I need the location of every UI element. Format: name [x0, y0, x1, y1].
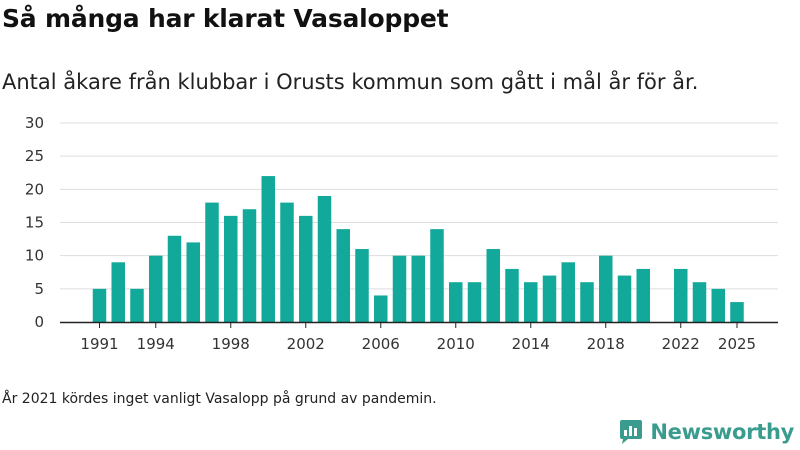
- y-tick-label: 25: [25, 147, 44, 165]
- brand-name: Newsworthy: [650, 420, 794, 444]
- bar: [317, 195, 332, 322]
- y-tick-label: 5: [34, 280, 44, 298]
- bar: [599, 255, 613, 322]
- bar: [542, 275, 557, 322]
- bar: [224, 215, 238, 322]
- bar: [242, 209, 257, 322]
- y-tick-label: 15: [25, 214, 44, 232]
- x-tick-label: 2002: [287, 335, 325, 353]
- bar: [186, 242, 200, 322]
- bar: [149, 255, 163, 322]
- x-tick-label: 2025: [718, 335, 756, 353]
- bar: [524, 282, 538, 322]
- y-tick-label: 10: [25, 247, 44, 265]
- bar: [467, 282, 482, 322]
- x-tick-label: 1994: [137, 335, 175, 353]
- bar: [336, 229, 350, 322]
- x-tick-label: 2006: [362, 335, 400, 353]
- x-tick-label: 2022: [662, 335, 700, 353]
- y-tick-label: 20: [25, 180, 44, 198]
- bar: [711, 288, 725, 322]
- footnote: År 2021 kördes inget vanligt Vasalopp på…: [2, 391, 437, 407]
- bar: [111, 262, 125, 322]
- y-tick-label: 0: [34, 313, 44, 331]
- bar: [617, 275, 632, 322]
- bar: [430, 229, 444, 322]
- bar: [674, 268, 688, 322]
- bar: [167, 235, 182, 322]
- bar: [130, 288, 144, 322]
- bar: [261, 176, 275, 322]
- bar: [486, 249, 500, 322]
- y-tick-label: 30: [25, 114, 44, 132]
- bar: [355, 249, 369, 322]
- chart-title: Så många har klarat Vasaloppet: [2, 4, 449, 33]
- bar: [636, 268, 650, 322]
- bar: [280, 202, 294, 322]
- x-tick-label: 2014: [512, 335, 550, 353]
- x-tick-label: 1991: [80, 335, 118, 353]
- brand-logo: Newsworthy: [618, 419, 794, 445]
- bar: [505, 268, 519, 322]
- bar: [449, 282, 463, 322]
- bar: [392, 255, 407, 322]
- bar: [299, 215, 313, 322]
- bar: [561, 262, 575, 322]
- bar: [692, 282, 707, 322]
- newsworthy-logo-icon: [620, 420, 643, 444]
- chart-subtitle: Antal åkare från klubbar i Orusts kommun…: [2, 70, 699, 94]
- bar: [205, 202, 219, 322]
- bar: [411, 255, 425, 322]
- bar: [580, 282, 594, 322]
- x-tick-label: 2010: [437, 335, 475, 353]
- bar: [730, 302, 744, 322]
- bar: [92, 288, 107, 322]
- x-tick-label: 2018: [587, 335, 625, 353]
- x-tick-label: 1998: [212, 335, 250, 353]
- bar: [374, 295, 388, 322]
